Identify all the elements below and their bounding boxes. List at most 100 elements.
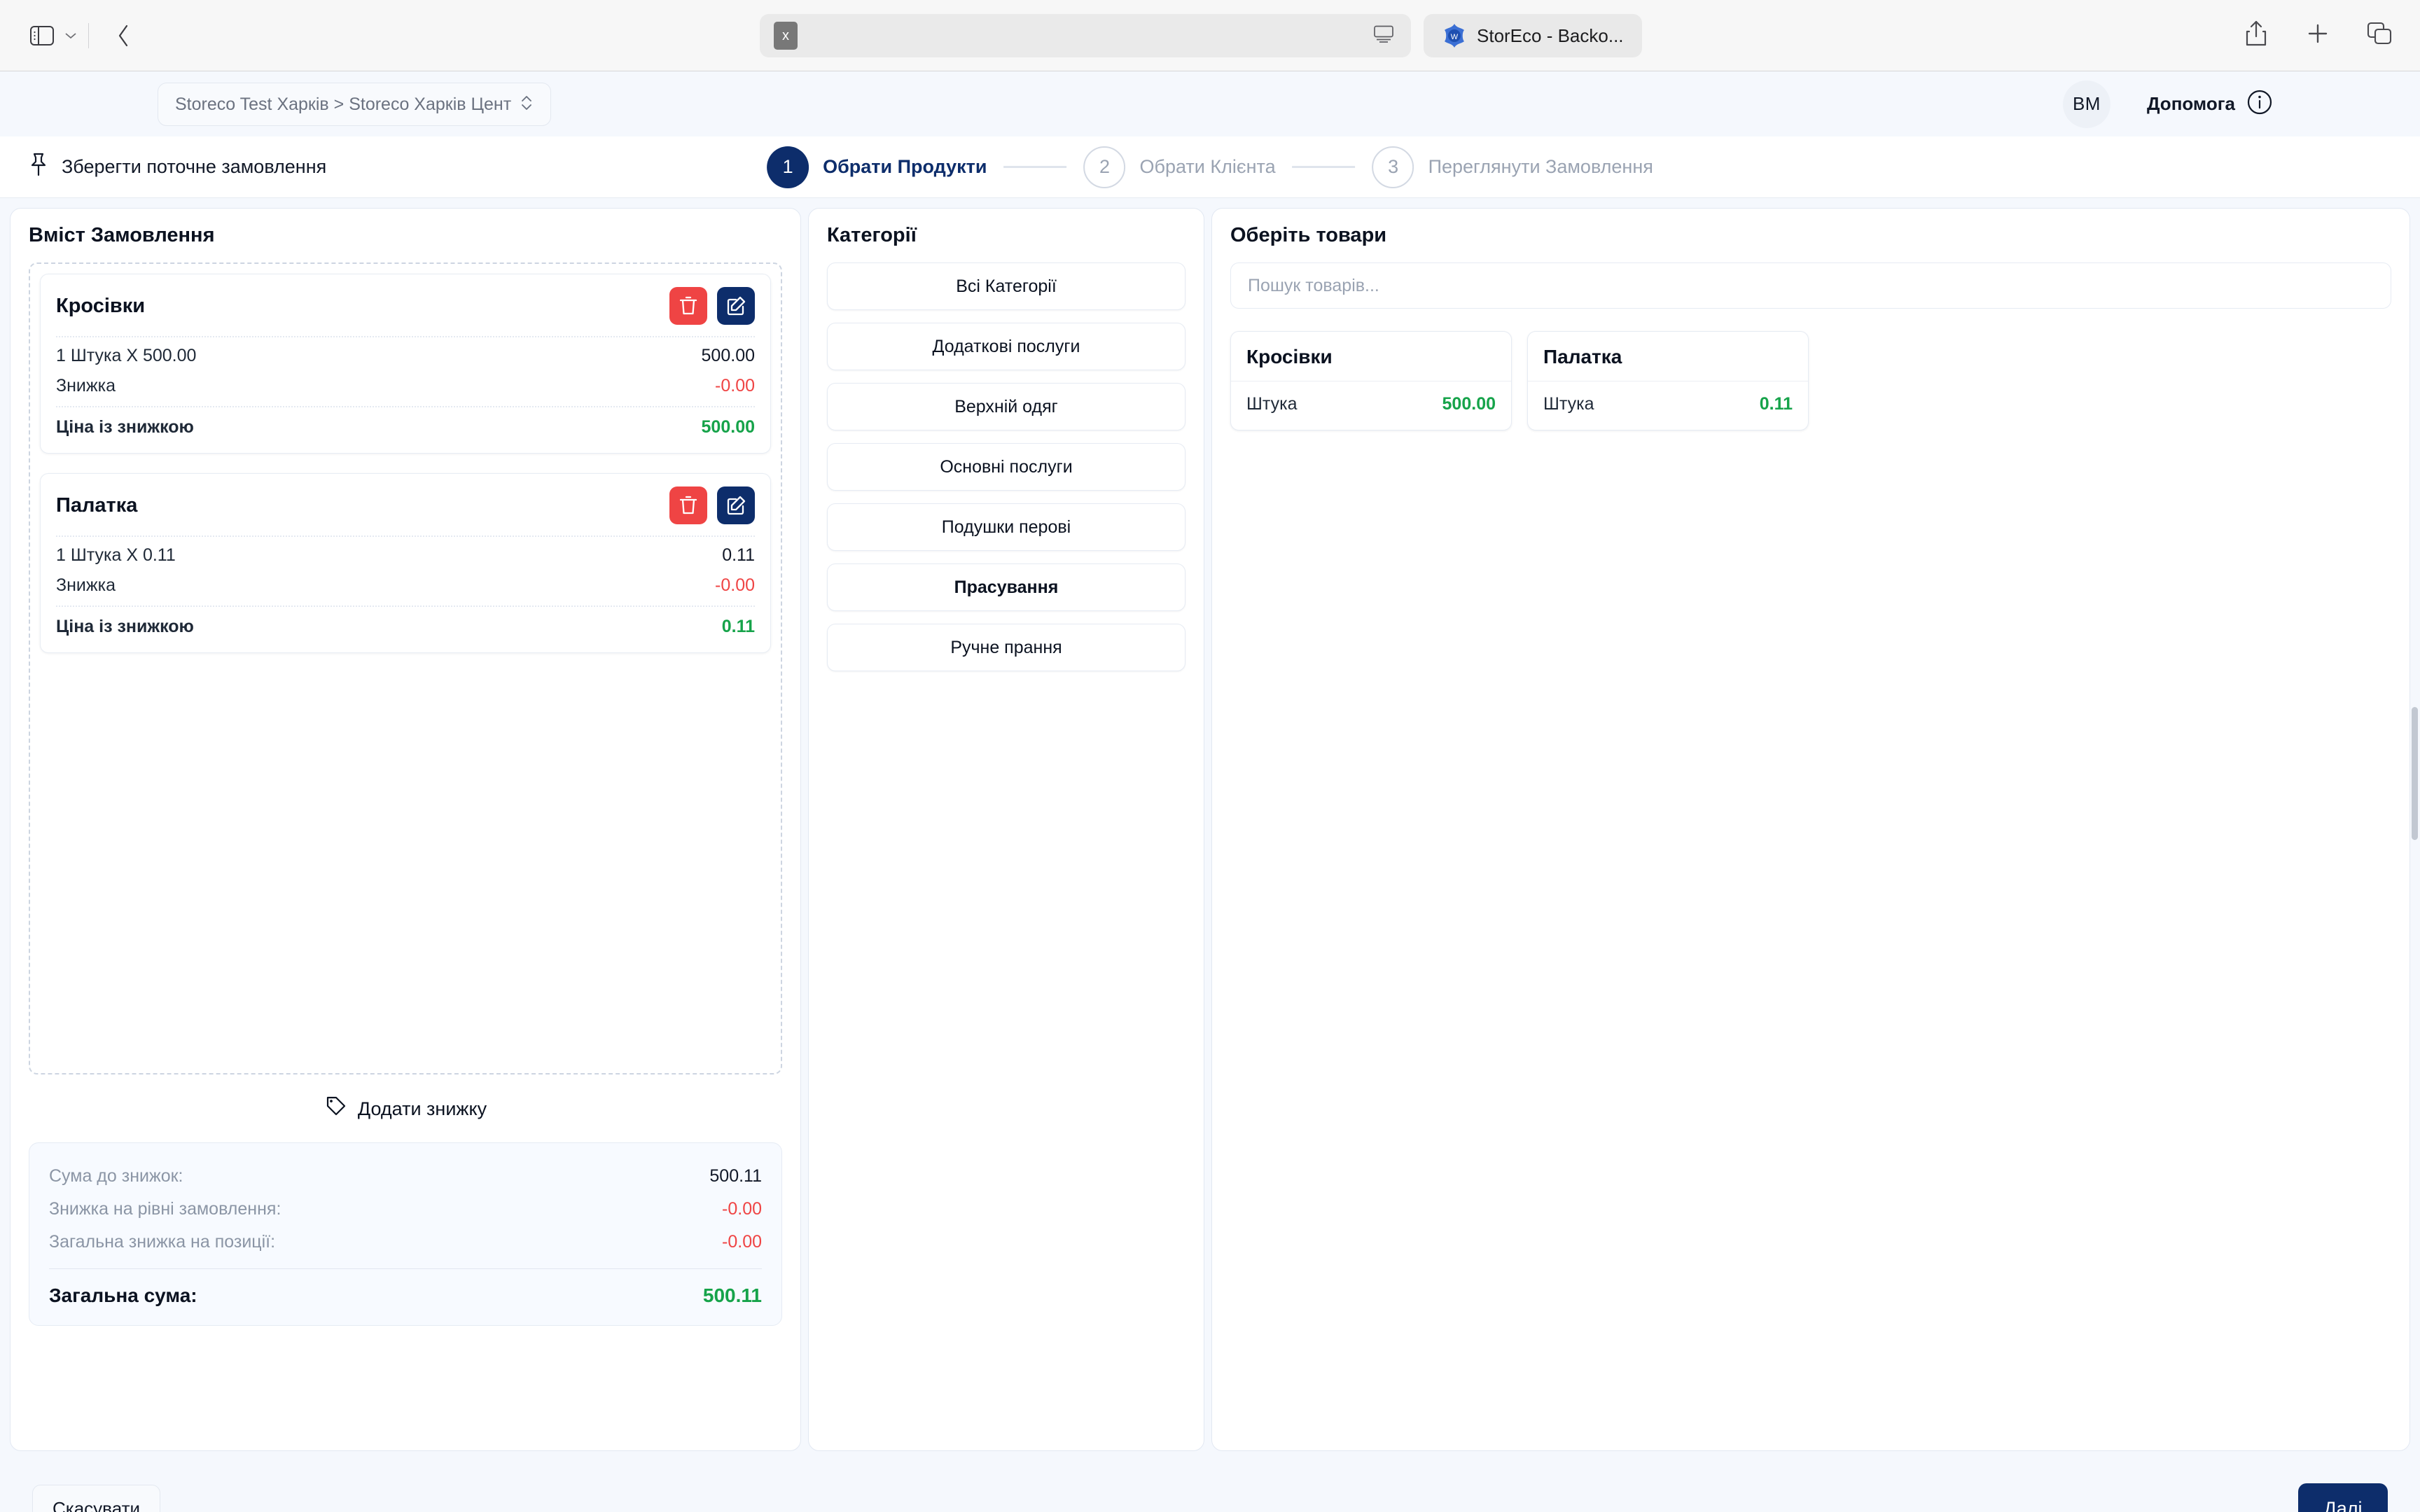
order-item-name: Кросівки — [56, 294, 146, 317]
help-label: Допомога — [2146, 93, 2235, 114]
url-badge: x — [774, 22, 798, 50]
step-connector-2 — [1292, 166, 1356, 168]
add-discount-button[interactable]: Додати знижку — [29, 1074, 782, 1142]
tab-overview-icon[interactable] — [2363, 17, 2396, 50]
avatar[interactable]: ВМ — [2062, 80, 2110, 128]
share-icon[interactable] — [2239, 17, 2273, 50]
order-panel-title: Вміст Замовлення — [29, 224, 215, 246]
order-item-row[interactable]: Кросівки — [40, 274, 771, 454]
order-item-final-label: Ціна із знижкою — [56, 417, 194, 437]
edit-item-button[interactable] — [717, 486, 755, 524]
order-item-qty-row: 1 Штука X 0.11 0.11 — [56, 537, 755, 567]
step-select-products[interactable]: 1 Обрати Продукти — [767, 146, 987, 188]
order-item-qty-row: 1 Штука X 500.00 500.00 — [56, 337, 755, 368]
order-item-row[interactable]: Палатка — [40, 473, 771, 653]
app-header: Storeco Test Харків > Storeco Харків Цен… — [0, 71, 2420, 136]
chevron-down-icon[interactable] — [60, 18, 81, 54]
categories-panel: Категорії Всі Категорії Додаткові послуг… — [808, 208, 1204, 1451]
order-steps: 1 Обрати Продукти 2 Обрати Клієнта 3 Пер… — [767, 146, 1653, 188]
product-unit: Штука — [1543, 394, 1594, 414]
plus-icon[interactable] — [2301, 17, 2335, 50]
reader-view-icon[interactable] — [1373, 25, 1394, 47]
order-summary: Сума до знижок: 500.11 Знижка на рівні з… — [29, 1142, 782, 1326]
product-name: Палатка — [1528, 332, 1808, 382]
edit-item-button[interactable] — [717, 287, 755, 325]
product-price: 0.11 — [1759, 394, 1793, 414]
back-button[interactable] — [104, 18, 142, 54]
delete-item-button[interactable] — [669, 287, 707, 325]
order-items-dropzone[interactable]: Кросівки — [29, 262, 782, 1074]
delete-item-button[interactable] — [669, 486, 707, 524]
sidebar-toggle-icon[interactable] — [24, 18, 60, 54]
summary-item-discount-row: Загальна знижка на позиції: -0.00 — [49, 1226, 762, 1259]
category-item-outerwear[interactable]: Верхній одяг — [827, 383, 1185, 430]
summary-subtotal-label: Сума до знижок: — [49, 1166, 183, 1186]
browser-tab-title: StorEco - Backo... — [1477, 24, 1624, 46]
help-button[interactable]: Допомога — [2147, 89, 2273, 119]
step-review-order[interactable]: 3 Переглянути Замовлення — [1372, 146, 1653, 188]
summary-order-discount-row: Знижка на рівні замовлення: -0.00 — [49, 1193, 762, 1226]
order-item-qty: 1 Штука X 500.00 — [56, 346, 197, 365]
address-and-tabs: x W StorEco - Backo... — [760, 14, 1642, 57]
step-1-number: 1 — [767, 146, 809, 188]
chevron-updown-icon — [520, 92, 534, 117]
main-content: Вміст Замовлення Кросівки — [0, 198, 2420, 1451]
summary-item-discount-label: Загальна знижка на позиції: — [49, 1232, 276, 1252]
products-panel: Оберіть товари Кросівки Штука 500.00 Пал… — [1211, 208, 2410, 1451]
breadcrumb-label: Storeco Test Харків > Storeco Харків Цен… — [175, 94, 512, 114]
order-item-final-row: Ціна із знижкою 0.11 — [56, 606, 755, 638]
summary-subtotal-value: 500.11 — [709, 1166, 762, 1186]
category-item-ironing[interactable]: Прасування — [827, 564, 1185, 611]
store-breadcrumb-selector[interactable]: Storeco Test Харків > Storeco Харків Цен… — [158, 83, 552, 126]
cancel-button[interactable]: Скасувати — [32, 1484, 161, 1512]
order-item-qty: 1 Штука X 0.11 — [56, 545, 176, 565]
page-scrollbar[interactable] — [2412, 707, 2418, 840]
search-input[interactable] — [1230, 262, 2391, 309]
step-2-number: 2 — [1083, 146, 1126, 188]
category-item-additional-services[interactable]: Додаткові послуги — [827, 323, 1185, 370]
tag-icon — [324, 1096, 347, 1123]
order-item-discount-value: -0.00 — [715, 575, 755, 595]
address-bar[interactable]: x — [760, 14, 1411, 57]
order-item-discount-label: Знижка — [56, 575, 116, 595]
order-item-final-value: 500.00 — [701, 417, 755, 437]
products-panel-title: Оберіть товари — [1230, 224, 1387, 246]
category-item-main-services[interactable]: Основні послуги — [827, 443, 1185, 491]
summary-subtotal-row: Сума до знижок: 500.11 — [49, 1160, 762, 1193]
order-item-header: Кросівки — [56, 287, 755, 337]
product-card[interactable]: Палатка Штука 0.11 — [1527, 331, 1809, 430]
step-select-client[interactable]: 2 Обрати Клієнта — [1083, 146, 1276, 188]
stepper-bar: Зберегти поточне замовлення 1 Обрати Про… — [0, 136, 2420, 198]
order-item-actions — [669, 287, 755, 325]
product-price: 500.00 — [1442, 394, 1496, 414]
step-1-label: Обрати Продукти — [823, 156, 987, 177]
order-item-final-label: Ціна із знижкою — [56, 617, 194, 636]
order-item-discount-row: Знижка -0.00 — [56, 368, 755, 398]
info-circle-icon — [2246, 89, 2273, 119]
products-grid: Кросівки Штука 500.00 Палатка Штука 0.11 — [1230, 331, 2391, 430]
order-item-final-row: Ціна із знижкою 500.00 — [56, 406, 755, 439]
step-3-number: 3 — [1372, 146, 1414, 188]
toolbar-right-group — [2239, 17, 2396, 50]
category-item-hand-wash[interactable]: Ручне прання — [827, 624, 1185, 671]
product-footer: Штука 0.11 — [1528, 382, 1808, 430]
save-current-order-button[interactable]: Зберегти поточне замовлення — [28, 153, 326, 181]
order-item-discount-label: Знижка — [56, 376, 116, 396]
product-unit: Штука — [1246, 394, 1298, 414]
categories-panel-title: Категорії — [827, 224, 917, 246]
header-right-group: ВМ Допомога — [2062, 80, 2273, 128]
summary-total-row: Загальна сума: 500.11 — [49, 1268, 762, 1307]
order-item-total: 500.00 — [701, 346, 755, 365]
footer-actions: Скасувати Далі — [0, 1451, 2420, 1512]
product-card[interactable]: Кросівки Штука 500.00 — [1230, 331, 1512, 430]
product-footer: Штука 500.00 — [1231, 382, 1511, 430]
step-2-label: Обрати Клієнта — [1139, 156, 1276, 177]
category-item-all[interactable]: Всі Категорії — [827, 262, 1185, 310]
browser-tab[interactable]: W StorEco - Backo... — [1424, 14, 1642, 57]
storeco-favicon-icon: W — [1442, 23, 1467, 48]
order-contents-panel: Вміст Замовлення Кросівки — [10, 208, 801, 1451]
summary-order-discount-label: Знижка на рівні замовлення: — [49, 1199, 281, 1219]
category-item-feather-pillows[interactable]: Подушки перові — [827, 503, 1185, 551]
order-item-name: Палатка — [56, 493, 138, 517]
next-button[interactable]: Далі — [2298, 1483, 2388, 1512]
